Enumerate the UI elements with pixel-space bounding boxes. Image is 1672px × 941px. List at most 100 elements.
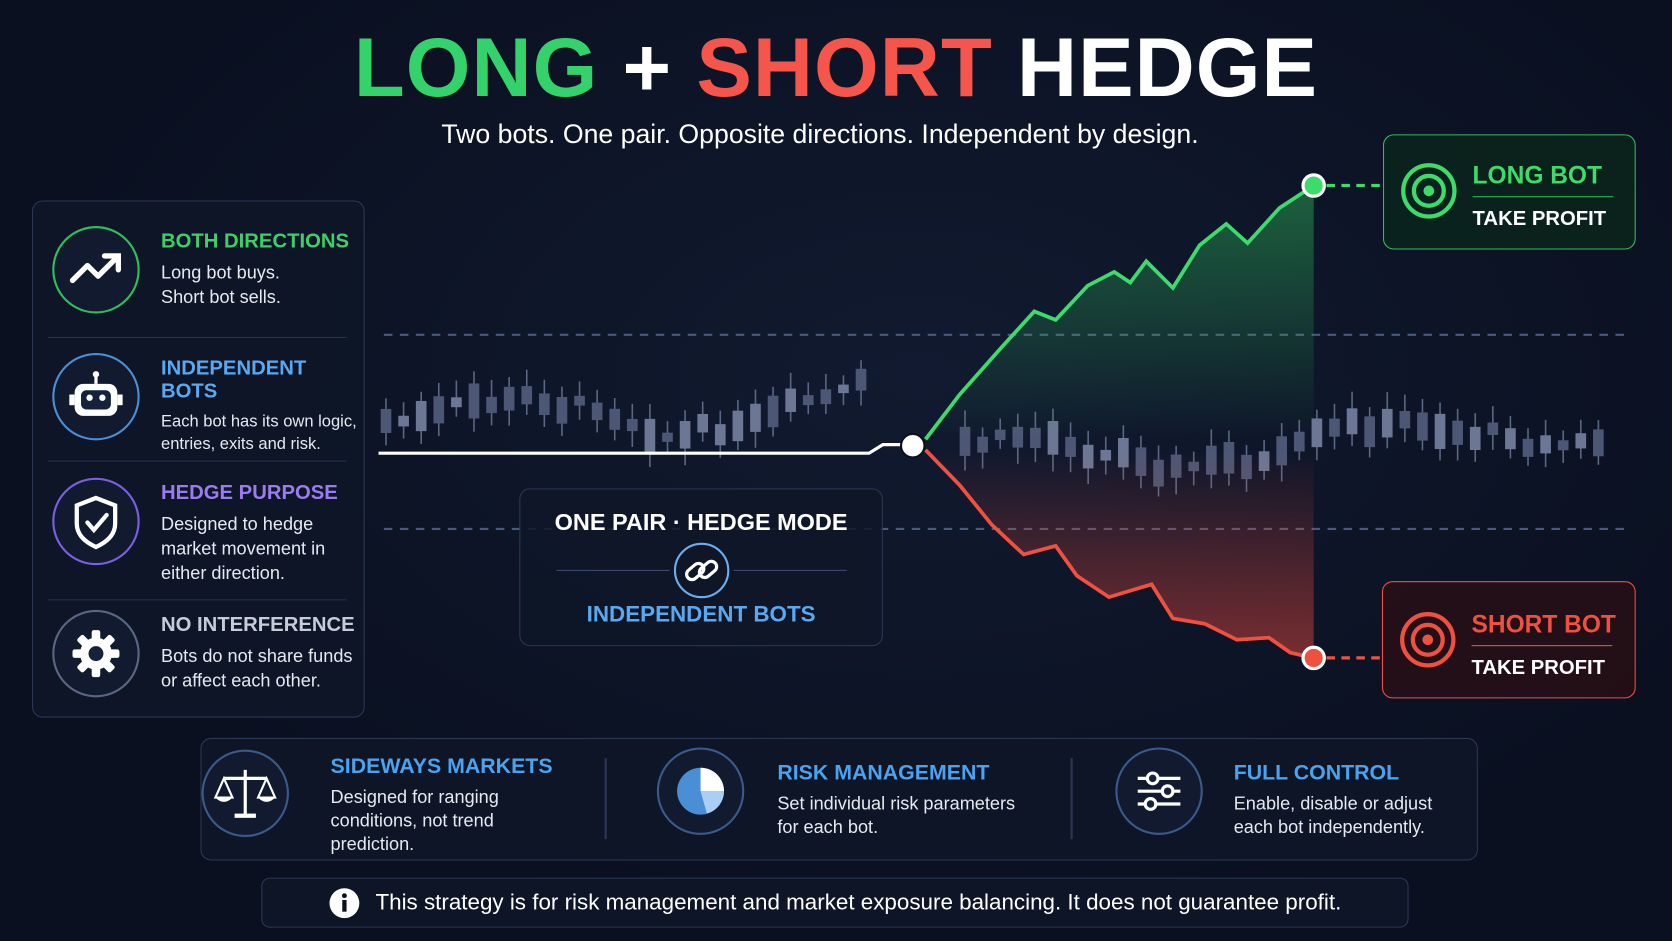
- candle-body: [802, 395, 814, 406]
- candle-body: [1540, 435, 1551, 454]
- candle-body: [486, 396, 497, 414]
- entry-node: [899, 432, 926, 459]
- long-area: [925, 185, 1314, 440]
- long-bot-label: TAKE PROFIT: [1472, 207, 1607, 231]
- bottom-icon: [1115, 747, 1203, 835]
- candle-body: [1575, 433, 1587, 449]
- target-icon: [1401, 163, 1457, 219]
- bottom-panel: [200, 737, 1478, 861]
- long-bot-title: LONG BOT: [1472, 161, 1602, 189]
- center-box: ONE PAIR · HEDGE MODE INDEPENDENT BOTS: [519, 488, 883, 647]
- base-line: [378, 443, 913, 455]
- candle-body: [521, 386, 533, 405]
- candle-body: [468, 383, 480, 419]
- bottom-line: each bot independently.: [1233, 816, 1425, 838]
- bottom-text: RISK MANAGEMENT Set individual risk param…: [777, 761, 1044, 839]
- candle-body: [820, 389, 832, 405]
- short-bot-title: SHORT BOT: [1471, 609, 1616, 638]
- title: LONG + SHORT HEDGE: [0, 19, 1672, 116]
- candle-body: [644, 418, 656, 454]
- candle-body: [1557, 440, 1569, 451]
- feature-icon: [52, 352, 140, 441]
- disclaimer: This strategy is for risk management and…: [375, 889, 1342, 915]
- feature-title: NO INTERFERENCE: [161, 614, 355, 637]
- feature-icon: [52, 477, 140, 566]
- bottom-line: Set individual risk parameters: [777, 793, 1016, 814]
- icon: [72, 630, 120, 678]
- candle-body: [1329, 418, 1340, 437]
- candle-body: [1505, 428, 1516, 450]
- title-long: LONG: [353, 20, 599, 115]
- candle-body: [1417, 412, 1428, 441]
- separator: [47, 336, 347, 339]
- candle-body: [1593, 429, 1604, 457]
- target-icon: [1400, 612, 1456, 668]
- candle-body: [609, 408, 621, 430]
- bottom-text: SIDEWAYS MARKETS Designed for ranging cond…: [331, 755, 598, 856]
- bottom-line: conditions, not trend: [330, 810, 494, 831]
- feature-line: either direction.: [161, 563, 285, 584]
- candle-body: [732, 410, 744, 442]
- feature-icon: [52, 609, 140, 698]
- feature-text: NO INTERFERENCE Bots do not share funds or…: [161, 614, 364, 693]
- feature-line: market movement in: [161, 538, 326, 559]
- center-label: INDEPENDENT BOTS: [586, 602, 816, 627]
- long-target: [1301, 173, 1326, 198]
- feature-line: entries, exits and risk.: [161, 435, 321, 454]
- feature-line: or affect each other.: [161, 670, 321, 691]
- candle-body: [714, 424, 726, 446]
- candle-body: [415, 400, 427, 432]
- separator: [47, 599, 347, 601]
- candle-body: [591, 402, 603, 421]
- candle-body: [1487, 422, 1499, 435]
- candle-body: [1381, 408, 1393, 438]
- bottom-line: for each bot.: [777, 816, 879, 838]
- feature-title: HEDGE PURPOSE: [161, 481, 338, 505]
- link-icon: [556, 542, 847, 599]
- candle-body: [380, 408, 392, 434]
- icon: [69, 253, 122, 284]
- short-area: [925, 449, 1314, 658]
- bottom-line: prediction.: [330, 833, 415, 855]
- long-bot-box: LONG BOT TAKE PROFIT: [1382, 134, 1636, 250]
- candle-body: [503, 386, 515, 411]
- bottom-title: RISK MANAGEMENT: [777, 761, 990, 785]
- candle-body: [767, 395, 779, 428]
- bottom-line: Designed for ranging: [330, 786, 499, 808]
- candle-body: [697, 413, 709, 433]
- candle-body: [539, 393, 550, 416]
- bottom-icon: [656, 747, 745, 835]
- candle-body: [838, 384, 849, 394]
- candle-body: [785, 388, 796, 412]
- info-icon: [329, 887, 360, 918]
- short-target: [1301, 645, 1326, 671]
- feature-text: HEDGE PURPOSE Designed to hedge market mov…: [161, 482, 364, 585]
- title-hedge: HEDGE: [1016, 20, 1319, 115]
- candle-body: [1452, 420, 1463, 445]
- candle-body: [451, 397, 462, 408]
- icon: [69, 371, 123, 416]
- short-line: [924, 448, 1315, 660]
- long-line: [924, 183, 1315, 441]
- candle-body: [1399, 410, 1411, 429]
- bottom-title: SIDEWAYS MARKETS: [330, 754, 553, 779]
- short-bot-label: TAKE PROFIT: [1471, 656, 1606, 680]
- candle-body: [1434, 413, 1446, 450]
- separator: [47, 460, 347, 462]
- feature-title: INDEPENDENT BOTS: [161, 357, 307, 404]
- feature-line: Bots do not share funds: [161, 646, 353, 667]
- candle-body: [662, 432, 673, 442]
- candle-body: [398, 415, 409, 427]
- candle-body: [977, 436, 988, 453]
- candle-body: [1065, 436, 1076, 457]
- candle-body: [556, 396, 568, 424]
- feature-line: Designed to hedge: [161, 513, 314, 535]
- bottom-icon: [201, 749, 289, 838]
- candle-body: [959, 426, 971, 456]
- candle-body: [574, 395, 585, 406]
- candle-body: [1346, 408, 1358, 435]
- feature-line: Each bot has its own logic,: [161, 412, 357, 431]
- title-plus: +: [622, 20, 673, 115]
